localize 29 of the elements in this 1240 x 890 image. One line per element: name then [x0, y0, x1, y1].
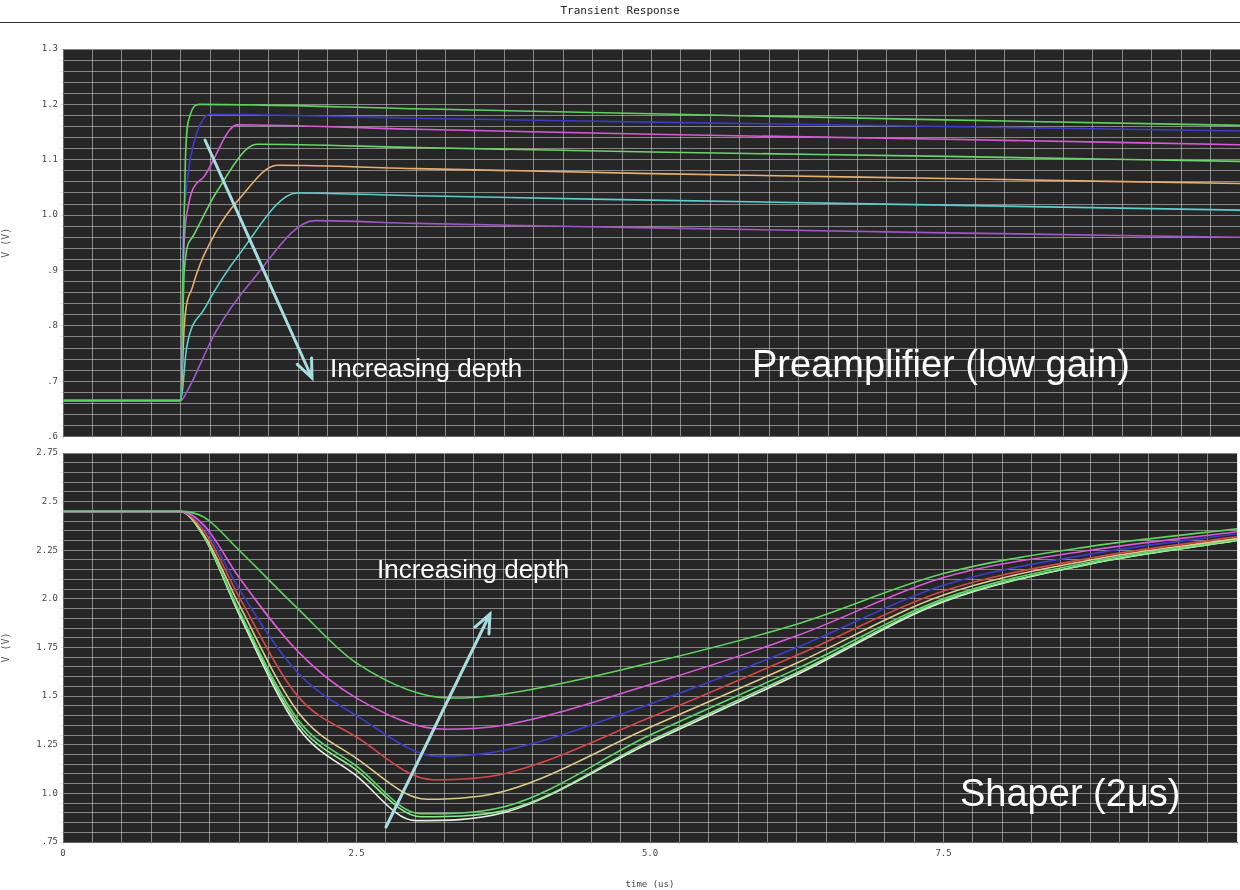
- y-tick-label: 2.0: [41, 593, 58, 604]
- x-tick-label: 7.5: [935, 847, 952, 858]
- y-tick-label: 2.25: [36, 544, 58, 555]
- annotation: Increasing depth: [330, 353, 523, 384]
- annotation: Shaper (2μs): [960, 772, 1181, 815]
- y-tick-label: 1.2: [41, 98, 58, 109]
- annotation: Preamplifier (low gain): [752, 343, 1131, 386]
- y-tick-label: 1.0: [41, 209, 58, 220]
- x-tick-label: 5.0: [641, 847, 659, 858]
- y-axis-title: V (V): [0, 632, 11, 663]
- y-axis-title: V (V): [0, 227, 11, 258]
- y-tick-label: .9: [47, 264, 58, 275]
- y-tick-label: .75: [41, 836, 58, 847]
- x-axis-title: time (us): [625, 878, 675, 889]
- y-tick-label: 2.75: [36, 447, 58, 458]
- y-tick-label: .6: [47, 430, 58, 441]
- chart-title: Transient Response: [0, 0, 1240, 23]
- y-tick-label: 1.1: [41, 154, 58, 165]
- y-tick-label: 1.25: [36, 739, 58, 750]
- annotation: Increasing depth: [377, 554, 570, 585]
- y-tick-label: 1.5: [41, 690, 58, 701]
- y-tick-label: 2.5: [41, 495, 58, 506]
- y-tick-label: 1.75: [36, 641, 58, 652]
- y-tick-label: .8: [47, 320, 58, 331]
- y-tick-label: 1.3: [41, 43, 58, 54]
- y-tick-label: .7: [47, 375, 58, 386]
- x-tick-label: 2.5: [348, 847, 365, 858]
- y-tick-label: 1.0: [41, 787, 58, 798]
- x-tick-label: 0: [60, 847, 66, 858]
